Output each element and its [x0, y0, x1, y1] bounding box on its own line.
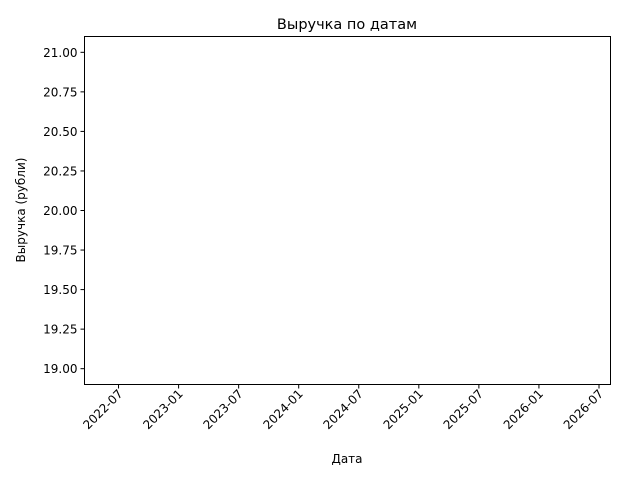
y-tick-label: 20.75	[43, 85, 77, 99]
y-tick-label: 19.25	[43, 323, 77, 337]
x-axis-label: Дата	[331, 452, 362, 466]
chart-title: Выручка по датам	[277, 17, 417, 33]
y-tick-label: 19.75	[43, 244, 77, 258]
y-axis: 19.00 19.25 19.50 19.75 20.00 20.25 20.50 20.75…	[43, 46, 85, 376]
y-tick-label: 21.00	[43, 46, 77, 60]
y-tick-label: 20.50	[43, 125, 77, 139]
y-tick-label: 20.25	[43, 164, 77, 178]
plot-area	[84, 36, 611, 385]
y-tick-label: 19.00	[43, 362, 77, 376]
y-tick-label: 20.00	[43, 204, 77, 218]
y-axis-label: Выручка (рубли)	[14, 158, 28, 263]
y-tick-label: 19.50	[43, 283, 77, 297]
